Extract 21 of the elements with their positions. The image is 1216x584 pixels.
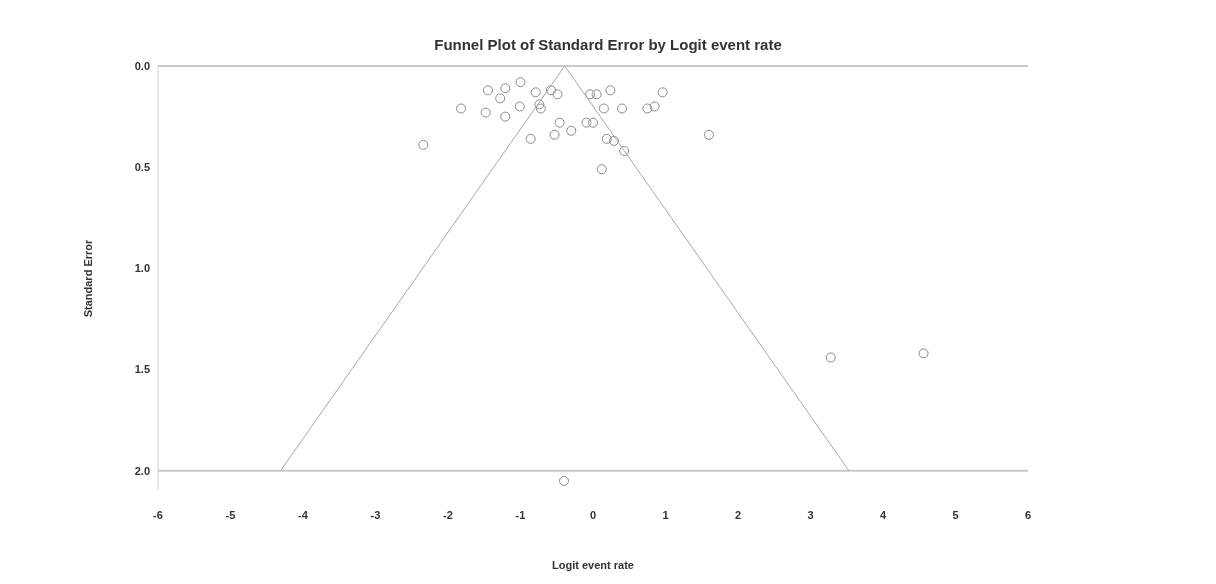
x-tick-label: 5 — [952, 508, 959, 521]
y-tick-label: 0.0 — [134, 59, 150, 72]
x-tick-label: 4 — [879, 508, 887, 521]
chart-title: Funnel Plot of Standard Error by Logit event rate — [433, 35, 783, 53]
x-axis-title: Logit event rate — [552, 559, 634, 571]
x-tick-label: -6 — [153, 508, 163, 521]
x-tick-label: 6 — [1024, 508, 1032, 521]
x-tick-label: -4 — [298, 508, 309, 521]
x-tick-label: 1 — [662, 508, 669, 521]
y-tick-label: 1.5 — [134, 363, 150, 376]
y-tick-label: 1.0 — [134, 262, 150, 275]
x-tick-label: 0 — [589, 508, 597, 521]
y-tick-label: 2.0 — [134, 464, 150, 477]
x-tick-label: 3 — [807, 508, 814, 521]
x-tick-label: -3 — [370, 508, 381, 521]
x-tick-label: -5 — [225, 508, 236, 521]
x-tick-label: -1 — [515, 508, 526, 521]
x-tick-label: -2 — [443, 508, 453, 521]
x-tick-label: 2 — [734, 508, 742, 521]
y-axis-title: Standard Error — [81, 238, 94, 318]
y-tick-label: 0.5 — [134, 161, 150, 174]
